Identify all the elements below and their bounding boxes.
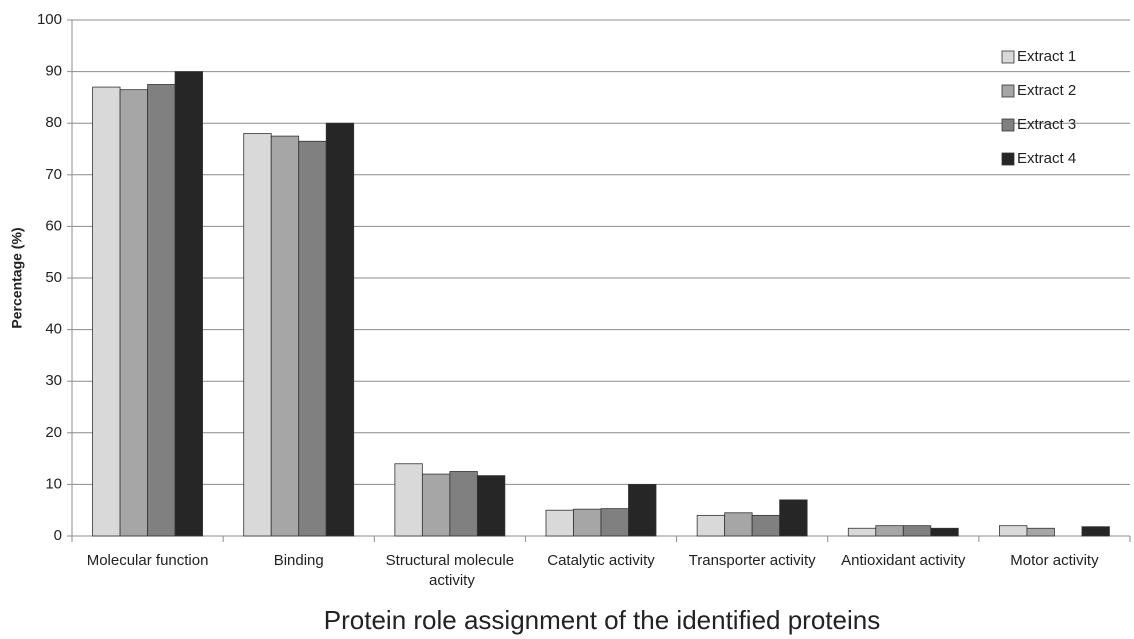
- legend-label: Extract 2: [1017, 82, 1076, 99]
- y-tick-label: 10: [45, 475, 62, 492]
- bar: [875, 525, 904, 537]
- legend-swatch: [1001, 118, 1015, 132]
- legend-swatch: [1001, 84, 1015, 98]
- bar: [1026, 527, 1055, 537]
- y-axis-label: Percentage (%): [9, 227, 25, 328]
- x-tick-label: Molecular function: [87, 552, 209, 569]
- x-tick-label: Antioxidant activity: [841, 552, 966, 569]
- chart-title: Protein role assignment of the identifie…: [324, 605, 880, 635]
- bar: [751, 514, 781, 537]
- x-tick-label: Structural molecule activity: [386, 552, 514, 589]
- legend-label: Extract 4: [1017, 150, 1076, 167]
- legend-label: Extract 1: [1017, 48, 1076, 65]
- y-tick-label: 40: [45, 321, 62, 338]
- bar: [696, 514, 726, 537]
- x-tick-label: Catalytic activity: [547, 552, 655, 569]
- legend-swatch: [1001, 152, 1015, 166]
- bar: [628, 483, 657, 537]
- bar: [147, 84, 176, 537]
- bar: [243, 133, 272, 537]
- bar: [298, 140, 327, 537]
- legend-label: Extract 3: [1017, 116, 1076, 133]
- y-tick-label: 70: [45, 166, 62, 183]
- bar: [600, 508, 629, 537]
- bar: [394, 463, 423, 537]
- x-tick-label: Transporter activity: [689, 552, 816, 569]
- bar: [902, 525, 932, 537]
- bar: [325, 122, 355, 537]
- bar: [174, 71, 203, 537]
- bar: [421, 473, 451, 537]
- bar: [930, 527, 959, 537]
- bar: [92, 86, 121, 537]
- bar: [999, 525, 1028, 537]
- y-tick-label: 50: [45, 269, 62, 286]
- y-tick-label: 90: [45, 63, 62, 80]
- bar: [476, 475, 506, 537]
- x-tick-label: Motor activity: [1010, 552, 1099, 569]
- bar: [724, 512, 753, 537]
- y-tick-label: 60: [45, 217, 62, 234]
- y-tick-label: 0: [54, 527, 62, 544]
- bar: [119, 89, 148, 537]
- bar: [545, 509, 574, 537]
- y-tick-label: 100: [37, 11, 62, 28]
- bar: [847, 527, 877, 537]
- y-tick-label: 20: [45, 424, 62, 441]
- bar: [449, 471, 478, 537]
- legend-swatch: [1001, 50, 1015, 64]
- bar: [1081, 526, 1110, 537]
- x-tick-label: Binding: [274, 552, 324, 569]
- bar: [779, 499, 808, 537]
- bar: [573, 508, 602, 537]
- y-tick-label: 80: [45, 114, 62, 131]
- y-tick-label: 30: [45, 372, 62, 389]
- bar: [270, 135, 300, 537]
